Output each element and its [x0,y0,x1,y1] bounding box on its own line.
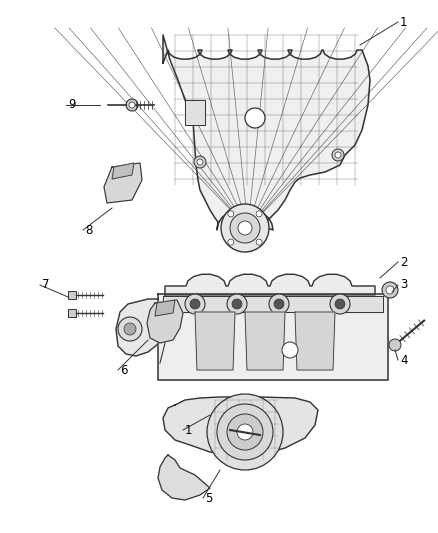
Polygon shape [116,299,158,356]
Circle shape [207,394,283,470]
Circle shape [238,221,252,235]
Circle shape [227,294,247,314]
Circle shape [389,339,401,351]
Polygon shape [185,100,205,125]
Circle shape [245,108,265,128]
Circle shape [126,99,138,111]
Polygon shape [158,455,210,500]
Circle shape [274,299,284,309]
Circle shape [190,299,200,309]
Polygon shape [104,163,142,203]
Circle shape [185,294,205,314]
Circle shape [129,102,135,108]
Text: 5: 5 [205,491,212,505]
Circle shape [228,211,234,217]
Polygon shape [195,312,235,370]
Circle shape [335,299,345,309]
Circle shape [118,317,142,341]
Circle shape [217,404,273,460]
Circle shape [256,239,262,245]
Polygon shape [295,312,335,370]
Circle shape [382,282,398,298]
Circle shape [232,299,242,309]
Text: 7: 7 [42,279,49,292]
Polygon shape [163,296,383,312]
Text: 1: 1 [185,424,192,437]
Text: 3: 3 [400,279,407,292]
Circle shape [237,424,253,440]
Bar [68,309,76,317]
Circle shape [124,323,136,335]
Circle shape [228,239,234,245]
Circle shape [330,294,350,314]
Polygon shape [165,274,375,295]
Circle shape [332,149,344,161]
Circle shape [230,213,260,243]
Text: 8: 8 [85,223,92,237]
Polygon shape [163,35,370,230]
Text: 1: 1 [400,15,407,28]
Polygon shape [158,294,388,380]
Circle shape [221,204,269,252]
Text: 9: 9 [68,99,75,111]
Polygon shape [245,312,285,370]
Circle shape [256,211,262,217]
Bar [68,291,76,299]
Text: 4: 4 [400,353,407,367]
Polygon shape [163,397,318,456]
Circle shape [197,159,203,165]
Circle shape [227,414,263,450]
Text: 6: 6 [120,364,127,376]
Polygon shape [112,163,134,179]
Text: 2: 2 [400,255,407,269]
Circle shape [335,152,341,158]
Circle shape [386,286,394,294]
Circle shape [269,294,289,314]
Polygon shape [147,300,183,343]
Polygon shape [155,300,175,316]
Circle shape [194,156,206,168]
Circle shape [282,342,298,358]
